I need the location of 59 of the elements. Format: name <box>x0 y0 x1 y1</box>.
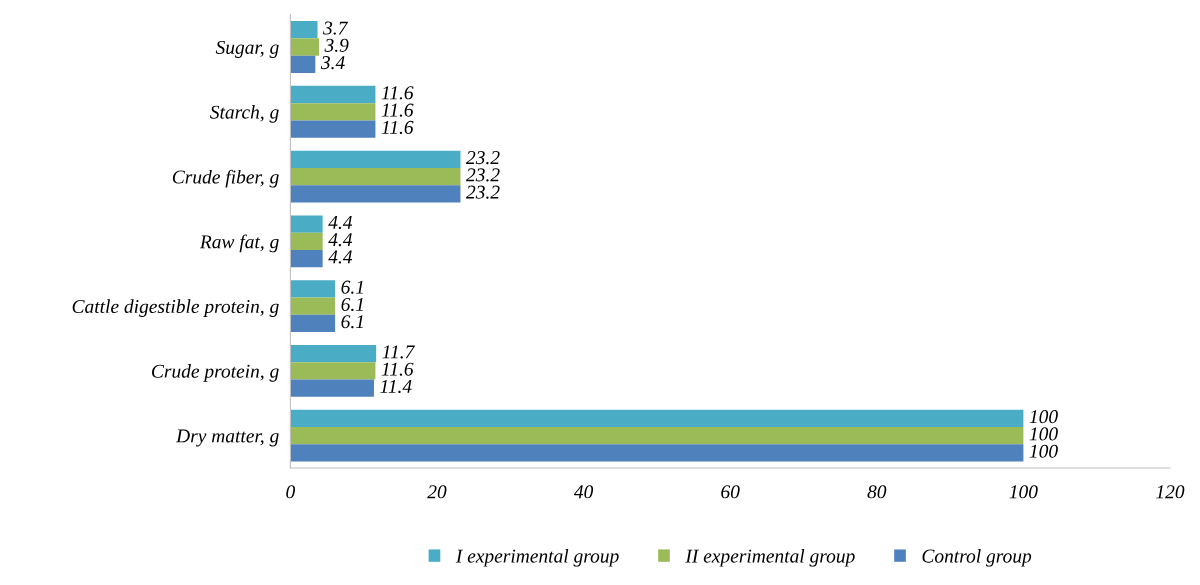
bar <box>290 409 1024 427</box>
data-label: 11.6 <box>381 103 414 117</box>
data-label: 4.4 <box>328 250 353 264</box>
x-tick-label: 20 <box>427 485 447 499</box>
data-label: 11.6 <box>381 362 414 376</box>
y-tick-label: Raw fat, g <box>199 234 279 253</box>
data-label: 4.4 <box>328 233 353 247</box>
y-tick-label: Starch, g <box>210 105 279 123</box>
data-label: 11.7 <box>382 345 415 359</box>
data-label: 11.4 <box>380 379 412 394</box>
bar <box>290 344 377 363</box>
x-tick-label: 0 <box>286 485 296 499</box>
data-label: 6.1 <box>341 315 363 329</box>
bar <box>290 232 323 250</box>
data-label: 23.2 <box>466 185 500 199</box>
data-label: 11.6 <box>381 86 414 100</box>
bar <box>290 314 336 332</box>
legend-label: Control group <box>922 548 1032 567</box>
bar <box>290 249 323 268</box>
bar <box>290 280 336 298</box>
data-label: 100 <box>1029 427 1058 441</box>
y-tick-label: Dry matter, g <box>175 429 279 447</box>
bar <box>290 444 1024 462</box>
bar <box>290 120 376 138</box>
bar <box>290 297 336 315</box>
x-tick-label: 80 <box>867 485 887 499</box>
legend-label: II experimental group <box>685 548 855 567</box>
data-label: 100 <box>1029 444 1058 458</box>
data-label: 4.4 <box>328 215 353 229</box>
x-tick-label: 60 <box>721 485 740 499</box>
data-label: 3.4 <box>320 56 345 70</box>
data-label: 100 <box>1029 410 1058 424</box>
legend-label: I experimental group <box>455 548 619 567</box>
data-label: 11.6 <box>381 120 414 134</box>
data-label: 6.1 <box>341 297 363 312</box>
y-tick-label: Crude fiber, g <box>172 169 279 188</box>
bar <box>290 362 376 380</box>
bar <box>290 55 316 73</box>
x-tick-label: 40 <box>573 485 594 499</box>
y-tick-label: Crude protein, g <box>152 364 279 382</box>
y-tick-label: Cattle digestible protein, g <box>72 299 279 317</box>
bar <box>290 85 376 104</box>
bar <box>290 379 374 397</box>
data-label: 6.1 <box>341 280 363 294</box>
bar <box>290 21 318 39</box>
bar <box>290 167 461 186</box>
data-label: 3.7 <box>323 21 349 35</box>
x-tick-label: 120 <box>1156 485 1185 499</box>
y-tick-label: Sugar, g <box>215 40 279 58</box>
bar <box>290 185 461 203</box>
bar <box>290 426 1024 445</box>
x-tick-label: 100 <box>1009 485 1038 499</box>
data-label: 23.2 <box>466 151 500 165</box>
data-label: 23.2 <box>466 168 500 182</box>
bar <box>290 215 323 233</box>
bar <box>290 38 319 56</box>
data-label: 3.9 <box>324 38 349 52</box>
bar <box>290 150 461 168</box>
bar <box>290 103 376 121</box>
